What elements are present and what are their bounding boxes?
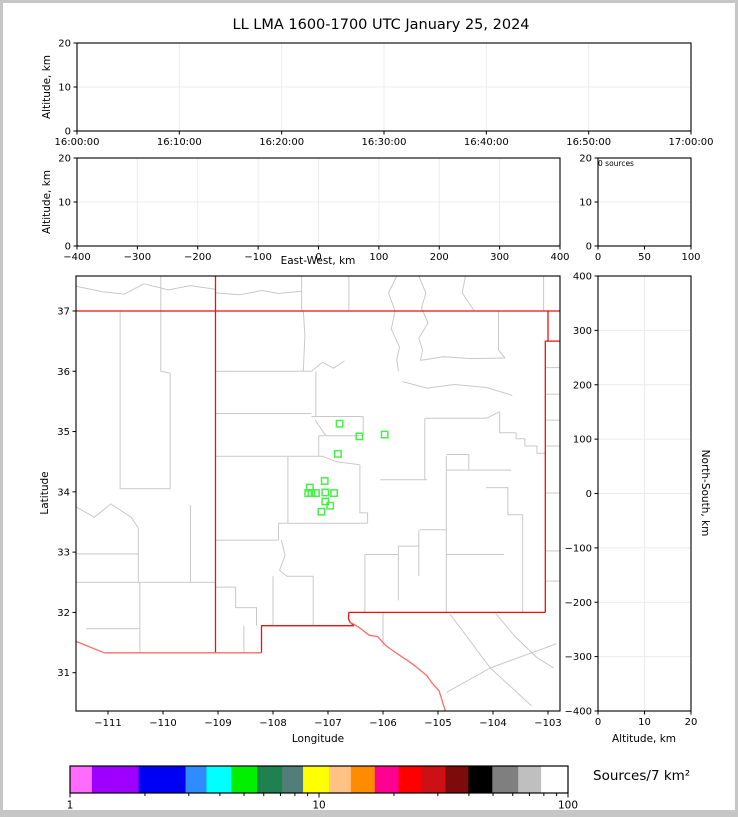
- svg-text:−100: −100: [244, 252, 271, 263]
- map-body: [76, 276, 560, 711]
- svg-text:−300: −300: [565, 652, 592, 663]
- svg-text:−103: −103: [534, 718, 561, 729]
- svg-text:0: 0: [595, 717, 601, 728]
- svg-text:−105: −105: [424, 718, 451, 729]
- svg-text:−106: −106: [369, 718, 396, 729]
- svg-text:400: 400: [573, 272, 592, 283]
- svg-text:16:30:00: 16:30:00: [362, 137, 407, 148]
- figure: 16:00:00 16:10:00 16:20:00 16:30:00 16:40:00…: [55, 39, 714, 811]
- colorbar-label: Sources/7 km²: [593, 768, 691, 784]
- svg-text:10: 10: [312, 800, 325, 811]
- svg-text:36: 36: [57, 367, 70, 378]
- axis-label-latitude: Latitude: [39, 471, 51, 515]
- svg-text:16:10:00: 16:10:00: [157, 137, 202, 148]
- svg-text:16:20:00: 16:20:00: [259, 137, 304, 148]
- svg-text:10: 10: [58, 83, 71, 94]
- svg-text:100: 100: [681, 252, 700, 263]
- svg-text:10: 10: [638, 717, 651, 728]
- svg-text:31: 31: [57, 668, 70, 679]
- ew-height-panel: −400 −300 −200 −100 0 100 200 300 400 0 10 20: [58, 154, 569, 264]
- axis-label-north-south: North-South, km: [699, 449, 711, 537]
- axis-label-longitude: Longitude: [291, 733, 345, 745]
- svg-text:50: 50: [638, 252, 651, 263]
- svg-text:32: 32: [57, 608, 70, 619]
- altitude-histogram-panel: 0 50 100 0 10 20: [579, 154, 700, 264]
- ns-height-panel: 0 10 20 400 300 200 100 0 −100 −200 −300 −400: [565, 272, 698, 729]
- svg-text:16:00:00: 16:00:00: [55, 137, 100, 148]
- colorbar-segments: [70, 766, 569, 793]
- colorbar: 1 10 100: [67, 765, 578, 811]
- lightning-source-markers: [304, 419, 389, 516]
- svg-text:−200: −200: [565, 598, 592, 609]
- svg-text:−200: −200: [184, 252, 211, 263]
- svg-text:−110: −110: [149, 718, 176, 729]
- map-panel: −111 −110 −109 −108 −107 −106 −105 −104 −103 31 32…: [57, 275, 562, 729]
- svg-text:0: 0: [586, 242, 592, 253]
- svg-text:−300: −300: [124, 252, 151, 263]
- time-height-panel: 16:00:00 16:10:00 16:20:00 16:30:00 16:40:00…: [55, 39, 714, 149]
- svg-text:300: 300: [490, 252, 509, 263]
- svg-text:−109: −109: [204, 718, 231, 729]
- svg-text:0: 0: [65, 242, 71, 253]
- page-title: LL LMA 1600-1700 UTC January 25, 2024: [232, 17, 530, 33]
- axis-label-east-west: East-West, km: [280, 255, 356, 267]
- svg-text:16:50:00: 16:50:00: [566, 137, 611, 148]
- svg-text:100: 100: [369, 252, 388, 263]
- svg-text:−400: −400: [63, 252, 90, 263]
- svg-text:37: 37: [57, 306, 70, 317]
- svg-text:100: 100: [558, 800, 578, 811]
- svg-text:20: 20: [579, 154, 592, 165]
- svg-text:0: 0: [65, 127, 71, 138]
- svg-text:16:40:00: 16:40:00: [464, 137, 509, 148]
- state-boundaries: [76, 276, 560, 711]
- svg-text:−108: −108: [259, 718, 286, 729]
- svg-text:17:00:00: 17:00:00: [669, 137, 714, 148]
- svg-text:200: 200: [573, 380, 592, 391]
- county-boundaries: [76, 276, 560, 707]
- svg-text:−100: −100: [565, 543, 592, 554]
- svg-text:−104: −104: [479, 718, 506, 729]
- axis-label-altitude-mid: Altitude, km: [41, 169, 53, 235]
- svg-text:−107: −107: [314, 718, 341, 729]
- svg-text:400: 400: [550, 252, 569, 263]
- svg-text:33: 33: [57, 548, 70, 559]
- svg-text:−400: −400: [565, 707, 592, 718]
- svg-text:20: 20: [685, 717, 698, 728]
- svg-text:10: 10: [58, 198, 71, 209]
- svg-text:20: 20: [58, 154, 71, 165]
- source-count-annotation: 0 sources: [598, 159, 634, 168]
- svg-text:300: 300: [573, 326, 592, 337]
- svg-text:10: 10: [579, 198, 592, 209]
- svg-text:20: 20: [58, 39, 71, 50]
- svg-text:0: 0: [315, 252, 321, 263]
- svg-text:35: 35: [57, 427, 70, 438]
- svg-text:1: 1: [67, 800, 74, 811]
- svg-text:0: 0: [595, 252, 601, 263]
- svg-text:100: 100: [573, 435, 592, 446]
- svg-text:−111: −111: [94, 718, 121, 729]
- axis-label-altitude-top: Altitude, km: [41, 54, 53, 120]
- svg-text:34: 34: [57, 487, 70, 498]
- svg-text:0: 0: [586, 489, 592, 500]
- axis-label-altitude-bottom: Altitude, km: [611, 733, 677, 745]
- svg-text:200: 200: [430, 252, 449, 263]
